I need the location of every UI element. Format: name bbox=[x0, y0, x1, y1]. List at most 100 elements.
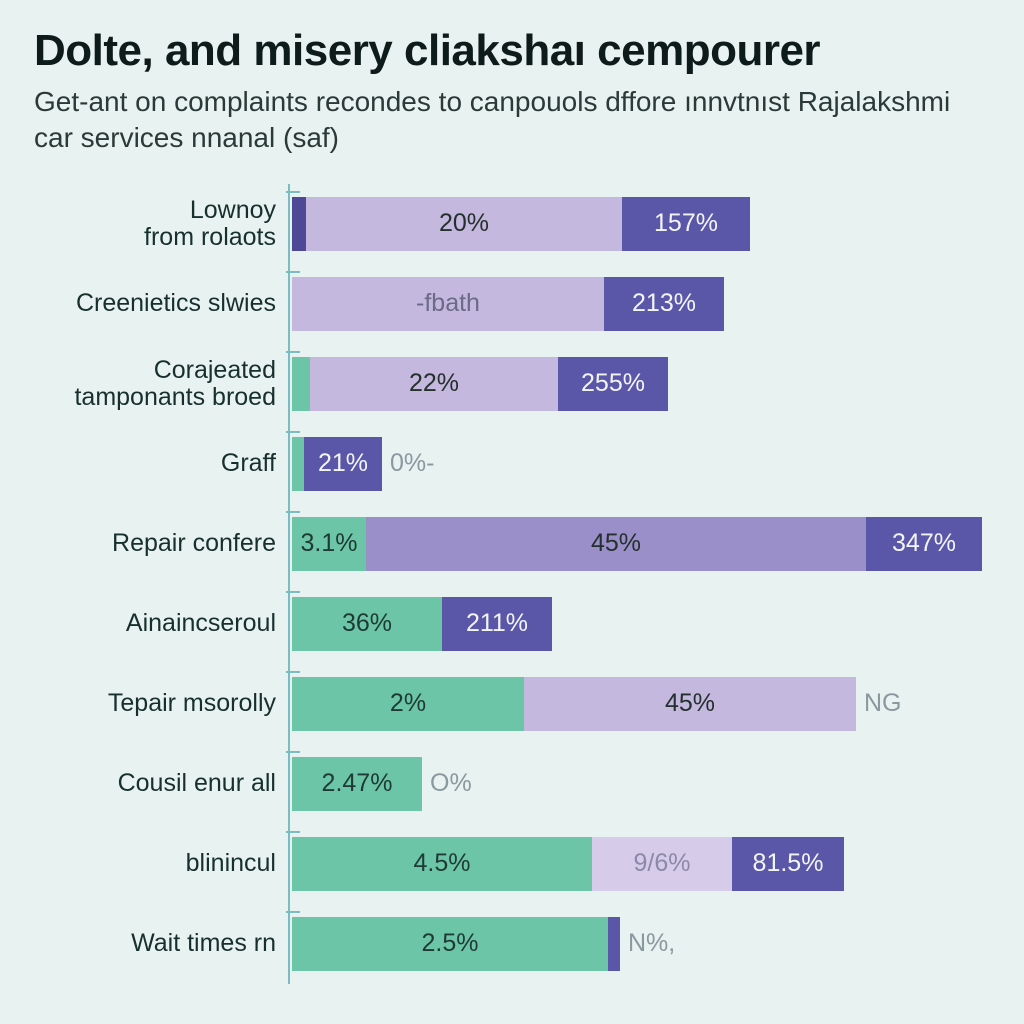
bar-segment: 22% bbox=[310, 357, 558, 411]
chart-rows: Lownoyfrom rolaots 20% 157% Creenietics slw… bbox=[34, 184, 990, 984]
chart-row: Repair confere3.1% 45% 347% bbox=[34, 504, 990, 584]
bar-track: 21% 0%- bbox=[292, 437, 434, 491]
bar-segment: 20% bbox=[306, 197, 622, 251]
bar-segment: 211% bbox=[442, 597, 552, 651]
segment-value: 81.5% bbox=[753, 849, 824, 878]
row-label: Creenietics slwies bbox=[34, 290, 288, 317]
axis-tick bbox=[286, 671, 300, 673]
bar-area: 2.5%N%, bbox=[288, 904, 990, 984]
bar-track: -fbath 213% bbox=[292, 277, 724, 331]
chart-row: blinincul 4.5% 9/6% 81.5% bbox=[34, 824, 990, 904]
bar-track: 2% 45% NG bbox=[292, 677, 902, 731]
bar-area: 3.1% 45% 347% bbox=[288, 504, 990, 584]
chart-title: Dolte, and misery cliakshaı cempourer bbox=[34, 28, 990, 74]
axis-tick bbox=[286, 911, 300, 913]
bar-segment: 4.5% bbox=[292, 837, 592, 891]
chart-row: Creenietics slwies -fbath 213% bbox=[34, 264, 990, 344]
trailing-label: O% bbox=[422, 769, 472, 798]
segment-value: 2.47% bbox=[322, 769, 393, 798]
bar-segment: 157% bbox=[622, 197, 750, 251]
segment-value: 36% bbox=[342, 609, 392, 638]
bar-segment: -fbath bbox=[292, 277, 604, 331]
axis-tick bbox=[286, 191, 300, 193]
bar-area: 2% 45% NG bbox=[288, 664, 990, 744]
bar-segment: 3.1% bbox=[292, 517, 366, 571]
segment-value: 4.5% bbox=[414, 849, 471, 878]
bar-segment: 45% bbox=[366, 517, 866, 571]
axis-line bbox=[288, 904, 290, 984]
segment-value: 211% bbox=[466, 609, 528, 638]
bar-area: 36% 211% bbox=[288, 584, 990, 664]
segment-value: 2.5% bbox=[422, 929, 479, 958]
segment-value: 2% bbox=[390, 689, 426, 718]
bar-segment bbox=[292, 197, 306, 251]
segment-value: 45% bbox=[591, 529, 641, 558]
bar-track: 3.1% 45% 347% bbox=[292, 517, 982, 571]
chart-row: Ainaincseroul 36% 211% bbox=[34, 584, 990, 664]
row-label: Ainaincseroul bbox=[34, 610, 288, 637]
row-label: Cousil enur all bbox=[34, 770, 288, 797]
row-label: Lownoyfrom rolaots bbox=[34, 197, 288, 251]
axis-line bbox=[288, 584, 290, 664]
bar-segment: 2.5% bbox=[292, 917, 608, 971]
axis-tick bbox=[286, 431, 300, 433]
segment-value: 9/6% bbox=[634, 849, 691, 878]
trailing-label: 0%- bbox=[382, 449, 434, 478]
segment-value: 22% bbox=[409, 369, 459, 398]
row-label: Corajeatedtamponants broed bbox=[34, 357, 288, 411]
bar-track: 22% 255% bbox=[292, 357, 668, 411]
chart-row: Lownoyfrom rolaots 20% 157% bbox=[34, 184, 990, 264]
segment-value: 20% bbox=[439, 209, 489, 238]
chart-row: Wait times rn2.5%N%, bbox=[34, 904, 990, 984]
axis-line bbox=[288, 264, 290, 344]
axis-tick bbox=[286, 751, 300, 753]
bar-track: 36% 211% bbox=[292, 597, 552, 651]
trailing-label: NG bbox=[856, 689, 902, 718]
segment-value: 45% bbox=[665, 689, 715, 718]
axis-line bbox=[288, 424, 290, 504]
chart-row: Corajeatedtamponants broed 22% 255% bbox=[34, 344, 990, 424]
axis-line bbox=[288, 744, 290, 824]
axis-line bbox=[288, 344, 290, 424]
segment-value: 21% bbox=[318, 449, 368, 478]
row-label: blinincul bbox=[34, 850, 288, 877]
bar-area: 22% 255% bbox=[288, 344, 990, 424]
axis-tick bbox=[286, 351, 300, 353]
axis-line bbox=[288, 184, 290, 264]
bar-segment bbox=[608, 917, 620, 971]
chart-row: Tepair msorolly2%45%NG bbox=[34, 664, 990, 744]
bar-track: 4.5% 9/6% 81.5% bbox=[292, 837, 844, 891]
bar-segment: 81.5% bbox=[732, 837, 844, 891]
row-label: Wait times rn bbox=[34, 930, 288, 957]
bar-area: 20% 157% bbox=[288, 184, 990, 264]
segment-value: 255% bbox=[581, 369, 645, 398]
bar-area: 21% 0%- bbox=[288, 424, 990, 504]
row-label: Repair confere bbox=[34, 530, 288, 557]
bar-segment: 347% bbox=[866, 517, 982, 571]
segment-value: -fbath bbox=[416, 289, 480, 318]
bar-segment: 213% bbox=[604, 277, 724, 331]
bar-track: 20% 157% bbox=[292, 197, 750, 251]
axis-tick bbox=[286, 511, 300, 513]
bar-area: -fbath 213% bbox=[288, 264, 990, 344]
axis-line bbox=[288, 824, 290, 904]
bar-segment: 36% bbox=[292, 597, 442, 651]
bar-segment: 21% bbox=[304, 437, 382, 491]
bar-area: 4.5% 9/6% 81.5% bbox=[288, 824, 990, 904]
segment-value: 347% bbox=[892, 529, 956, 558]
bar-area: 2.47% O% bbox=[288, 744, 990, 824]
chart-container: Dolte, and misery cliakshaı cempourer Ge… bbox=[0, 0, 1024, 1024]
bar-segment: 255% bbox=[558, 357, 668, 411]
axis-line bbox=[288, 664, 290, 744]
bar-segment bbox=[292, 357, 310, 411]
axis-tick bbox=[286, 271, 300, 273]
row-label: Graff bbox=[34, 450, 288, 477]
axis-line bbox=[288, 504, 290, 584]
bar-segment: 2% bbox=[292, 677, 524, 731]
segment-value: 213% bbox=[632, 289, 696, 318]
chart-subtitle: Get-ant on complaints recondes to canpou… bbox=[34, 84, 990, 156]
bar-track: 2.47% O% bbox=[292, 757, 472, 811]
chart-row: Graff 21% 0%- bbox=[34, 424, 990, 504]
bar-segment: 2.47% bbox=[292, 757, 422, 811]
bar-segment bbox=[292, 437, 304, 491]
